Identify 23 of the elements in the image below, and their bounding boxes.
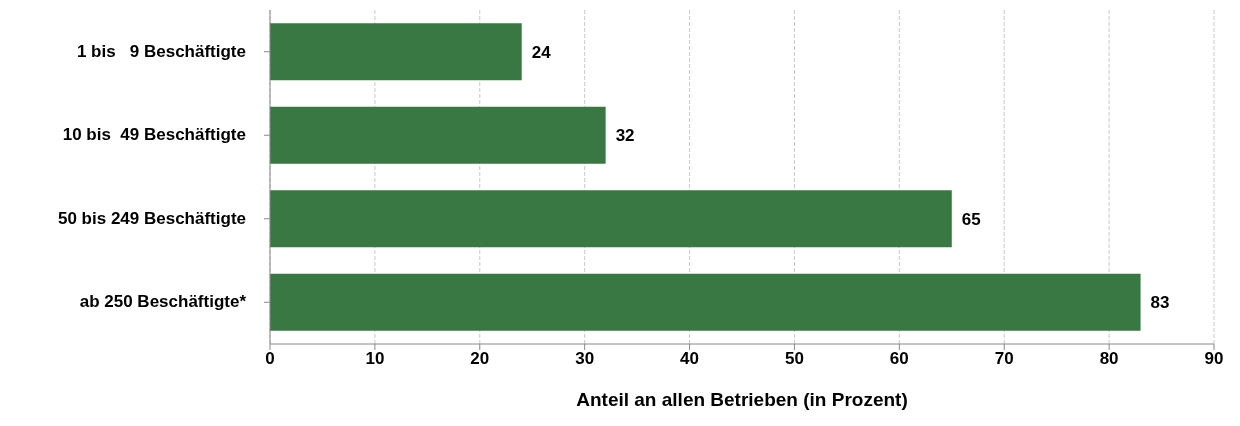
y-tick-label: 1 bis 9 Beschäftigte <box>76 41 246 61</box>
bar <box>270 106 606 164</box>
x-axis-title: Anteil an allen Betrieben (in Prozent) <box>576 389 908 410</box>
data-label: 24 <box>531 42 552 62</box>
y-tick-label: 10 bis 49 Beschäftigte <box>62 125 246 145</box>
x-tick-label: 80 <box>1099 349 1119 369</box>
bar <box>270 190 952 248</box>
bar <box>270 273 1141 331</box>
x-tick-label: 0 <box>265 349 275 369</box>
y-tick-label: ab 250 Beschäftigte* <box>79 292 247 312</box>
bar <box>270 23 522 81</box>
x-tick-label: 70 <box>994 349 1014 369</box>
x-tick-label: 60 <box>889 349 909 369</box>
x-tick-label: 40 <box>680 349 700 369</box>
y-tick-label: 50 bis 249 Beschäftigte <box>57 208 246 228</box>
x-tick-label: 20 <box>470 349 490 369</box>
x-tick-label: 90 <box>1204 349 1224 369</box>
x-tick-label: 50 <box>784 349 804 369</box>
x-tick-label: 10 <box>365 349 385 369</box>
data-label: 32 <box>615 126 635 146</box>
data-label: 65 <box>961 209 981 229</box>
data-label: 83 <box>1150 293 1170 313</box>
x-tick-label: 30 <box>575 349 595 369</box>
